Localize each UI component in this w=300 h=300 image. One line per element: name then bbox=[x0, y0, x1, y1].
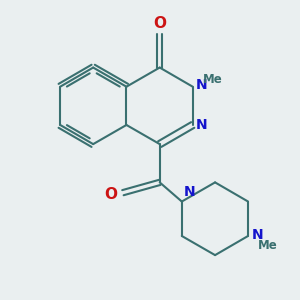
Text: O: O bbox=[105, 187, 118, 202]
Text: N: N bbox=[196, 78, 208, 92]
Text: N: N bbox=[183, 184, 195, 199]
Text: N: N bbox=[252, 227, 263, 242]
Text: Me: Me bbox=[258, 239, 278, 252]
Text: O: O bbox=[153, 16, 166, 31]
Text: N: N bbox=[196, 118, 208, 132]
Text: Me: Me bbox=[203, 73, 223, 86]
